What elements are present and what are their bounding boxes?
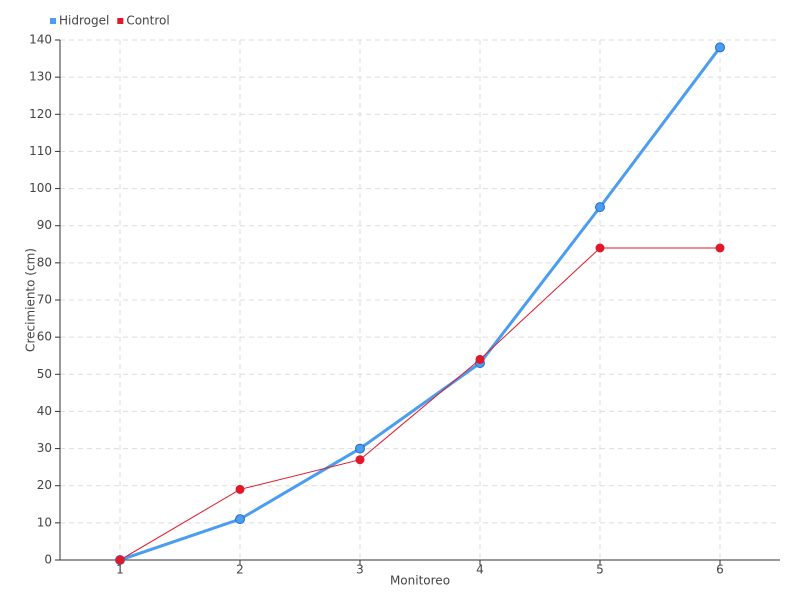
x-tick-label: 4 xyxy=(476,563,484,577)
data-point xyxy=(115,555,125,565)
y-tick-label: 20 xyxy=(37,478,52,492)
data-point xyxy=(595,202,605,213)
x-tick-label: 5 xyxy=(596,563,604,577)
y-tick-label: 140 xyxy=(29,33,52,47)
x-tick-label: 2 xyxy=(236,563,244,577)
data-point xyxy=(475,354,485,364)
y-tick-label: 120 xyxy=(29,107,52,121)
y-tick-label: 110 xyxy=(29,144,52,158)
y-tick-label: 30 xyxy=(37,441,52,455)
data-point xyxy=(235,484,245,494)
y-tick-label: 70 xyxy=(37,293,52,307)
x-tick-label: 3 xyxy=(356,563,364,577)
data-point xyxy=(595,243,605,253)
legend-label: Control xyxy=(126,14,169,28)
y-tick-label: 40 xyxy=(37,404,52,418)
legend-swatch xyxy=(117,18,124,24)
y-axis-label: Crecimiento (cm) xyxy=(24,248,38,352)
data-point xyxy=(715,42,725,53)
data-point xyxy=(235,514,245,525)
series-line xyxy=(119,247,720,561)
y-tick-label: 130 xyxy=(29,70,52,84)
y-tick-label: 0 xyxy=(44,553,52,567)
data-point xyxy=(715,243,725,253)
y-tick-label: 60 xyxy=(37,330,52,344)
x-axis-label: Monitoreo xyxy=(390,574,450,588)
legend-swatch xyxy=(50,18,56,24)
series-line xyxy=(119,46,722,562)
y-tick-label: 100 xyxy=(29,181,52,195)
legend-label: Hidrogel xyxy=(59,14,109,28)
y-tick-label: 10 xyxy=(37,515,52,529)
y-tick-label: 90 xyxy=(37,218,52,232)
data-point xyxy=(355,443,365,454)
x-tick-label: 1 xyxy=(116,563,124,577)
y-tick-label: 80 xyxy=(37,255,52,269)
data-point xyxy=(355,455,365,465)
x-tick-label: 6 xyxy=(716,563,724,577)
y-tick-label: 50 xyxy=(37,367,52,381)
